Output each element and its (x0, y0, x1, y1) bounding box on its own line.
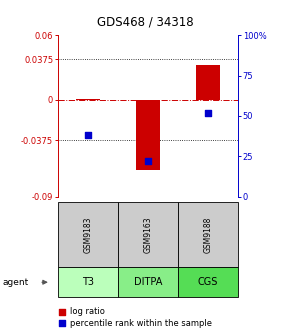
Text: GSM9183: GSM9183 (84, 216, 93, 253)
Bar (136, 100, 160, 170)
Point (146, 158, 150, 164)
Point (86, 133, 90, 138)
Text: agent: agent (3, 278, 29, 287)
Bar (76, 99, 100, 100)
Text: T3: T3 (82, 277, 94, 287)
Point (206, 110, 210, 115)
Text: CGS: CGS (198, 277, 218, 287)
Text: DITPA: DITPA (134, 277, 162, 287)
Text: GDS468 / 34318: GDS468 / 34318 (97, 15, 193, 28)
Text: GSM9188: GSM9188 (203, 216, 212, 253)
Point (60, 321, 65, 326)
Text: percentile rank within the sample: percentile rank within the sample (70, 319, 212, 328)
Point (60, 309, 65, 314)
Text: GSM9163: GSM9163 (143, 216, 153, 253)
Bar (196, 66, 220, 100)
Text: log ratio: log ratio (70, 307, 104, 316)
